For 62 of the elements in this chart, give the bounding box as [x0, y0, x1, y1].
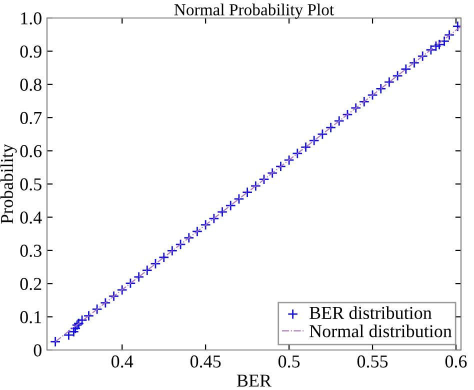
- y-tick-label: 0.3: [20, 244, 42, 257]
- x-tick-label: 0.5: [278, 355, 300, 368]
- point: [284, 154, 294, 166]
- point: [275, 161, 286, 172]
- legend-label: BER distribution: [310, 306, 432, 320]
- point: [400, 64, 412, 74]
- point: [108, 290, 120, 302]
- legend-label: Normal distribution: [310, 324, 452, 338]
- point: [258, 174, 270, 185]
- point: [133, 272, 144, 282]
- point: [292, 148, 303, 159]
- y-tick-label: 0: [34, 344, 42, 356]
- point: [417, 50, 428, 62]
- chart-title: Normal Probability Plot: [174, 4, 334, 19]
- x-tick-label: 0.4: [112, 355, 134, 368]
- point: [92, 304, 102, 315]
- point: [116, 284, 128, 296]
- y-tick-label: 0.2: [20, 278, 42, 290]
- y-tick-label: 0.1: [20, 311, 42, 324]
- y-tick-label: 0.8: [20, 78, 42, 91]
- y-tick-label: 1.0: [21, 12, 42, 25]
- point: [234, 194, 244, 204]
- point: [408, 57, 420, 68]
- point: [300, 142, 312, 152]
- point: [142, 264, 153, 276]
- y-axis-title: Probability: [0, 144, 17, 224]
- x-tick-label: 0.6: [445, 355, 467, 368]
- point: [250, 180, 262, 192]
- point: [242, 186, 253, 198]
- point: [175, 239, 186, 250]
- y-tick-label: 0.7: [20, 112, 42, 124]
- point: [192, 226, 203, 237]
- point: [208, 213, 220, 224]
- point: [50, 336, 61, 348]
- point: [158, 252, 170, 263]
- point: [342, 109, 353, 120]
- y-tick-label: 0.6: [20, 145, 42, 158]
- point: [308, 135, 320, 146]
- y-tick-label: 0.4: [20, 211, 42, 224]
- point: [392, 70, 403, 82]
- point: [166, 245, 178, 256]
- point: [334, 116, 344, 126]
- point: [325, 122, 336, 133]
- x-tick-label: 0.55: [357, 355, 388, 368]
- y-tick-label: 0.5: [20, 178, 42, 191]
- x-axis-title: BER: [236, 374, 272, 387]
- point: [367, 90, 378, 100]
- point: [358, 96, 370, 108]
- x-tick-label: 0.45: [190, 355, 221, 368]
- point: [200, 219, 211, 230]
- point: [317, 128, 328, 140]
- point: [150, 258, 161, 270]
- point: [125, 278, 136, 289]
- point: [384, 76, 395, 88]
- point: [267, 168, 278, 178]
- point: [184, 232, 194, 244]
- y-tick-label: 0.9: [20, 45, 42, 58]
- point: [350, 102, 362, 114]
- point: [100, 298, 111, 308]
- point: [376, 83, 386, 94]
- point: [216, 206, 228, 218]
- point: [225, 200, 236, 211]
